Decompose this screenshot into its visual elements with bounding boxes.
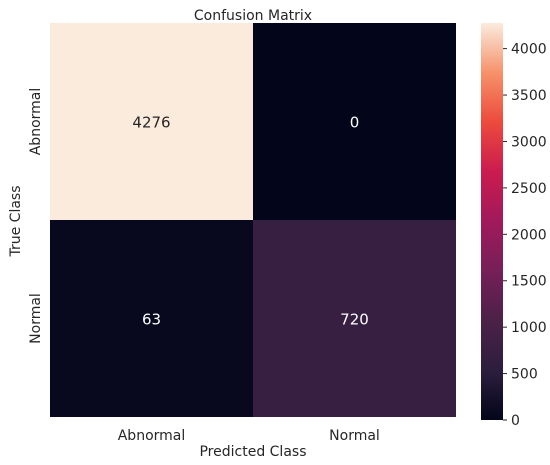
cell-value-label: 0 xyxy=(350,114,360,132)
heatmap-cells xyxy=(50,23,456,417)
colorbar-tick-label: 1500 xyxy=(511,274,547,290)
heatmap-cell-labels: 4276 0 63 720 xyxy=(132,114,368,329)
y-tick-label: Normal xyxy=(28,293,44,344)
heatmap-cell xyxy=(50,23,253,220)
x-tick-label: Normal xyxy=(329,428,380,444)
y-axis-ticks: Abnormal Normal xyxy=(28,88,44,344)
colorbar-tick-label: 2500 xyxy=(511,181,547,197)
cell-value-label: 63 xyxy=(142,311,161,329)
colorbar-tick-label: 500 xyxy=(511,367,538,383)
colorbar-tick-label: 3500 xyxy=(511,88,547,104)
cell-value-label: 4276 xyxy=(132,114,170,132)
colorbar-tick-label: 0 xyxy=(511,413,520,429)
x-axis-ticks: Abnormal Normal xyxy=(118,428,380,444)
colorbar-tick-label: 4000 xyxy=(511,42,547,58)
colorbar-tick-label: 2000 xyxy=(511,227,547,243)
colorbar xyxy=(481,23,503,420)
y-axis-label: True Class xyxy=(8,185,24,257)
x-axis-label: Predicted Class xyxy=(199,444,306,460)
colorbar-tick-label: 3000 xyxy=(511,134,547,150)
colorbar-ticks: 0 500 1000 1500 2000 2500 3000 3500 4000 xyxy=(503,42,547,429)
heatmap-cell xyxy=(253,220,456,417)
heatmap-cell xyxy=(253,23,456,220)
colorbar-tick-label: 1000 xyxy=(511,320,547,336)
heatmap-cell xyxy=(50,220,253,417)
chart-title: Confusion Matrix xyxy=(194,8,312,24)
cell-value-label: 720 xyxy=(340,311,369,329)
x-tick-label: Abnormal xyxy=(118,428,186,444)
y-tick-label: Abnormal xyxy=(28,88,44,156)
